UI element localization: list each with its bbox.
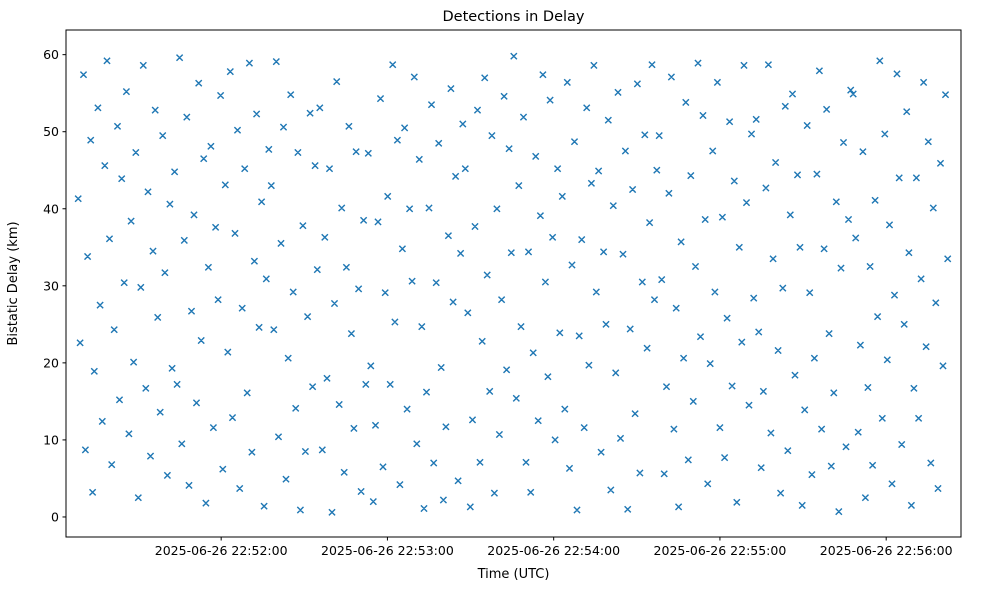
y-tick-label: 40: [43, 201, 59, 216]
y-tick-label: 20: [43, 355, 59, 370]
scatter-markers: [74, 52, 952, 516]
plot-border: [65, 29, 962, 538]
y-tick-label: 30: [43, 278, 59, 293]
y-axis-label: Bistatic Delay (km): [6, 221, 21, 345]
chart-title: Detections in Delay: [442, 9, 584, 25]
y-tick-label: 60: [43, 47, 59, 62]
y-tick-label: 10: [43, 432, 59, 447]
x-tick-label: 2025-06-26 22:52:00: [155, 543, 288, 558]
y-tick-label: 50: [43, 124, 59, 139]
x-tick-label: 2025-06-26 22:55:00: [654, 543, 787, 558]
x-tick-label: 2025-06-26 22:54:00: [487, 543, 620, 558]
x-axis-label: Time (UTC): [477, 567, 550, 582]
y-tick-label: 0: [51, 509, 59, 524]
x-tick-label: 2025-06-26 22:56:00: [820, 543, 953, 558]
plot-generated-content: 0 10 20 30 40 50 60 2025-06-26 22:52:00 2025-06-…: [43, 29, 962, 558]
x-tick-label: 2025-06-26 22:53:00: [321, 543, 454, 558]
